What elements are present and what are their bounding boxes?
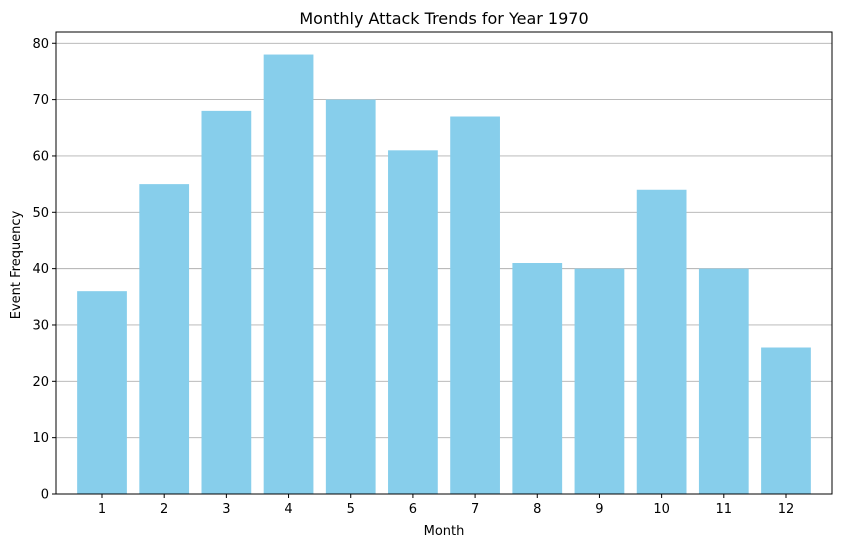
x-tick-label: 9 [595,502,603,517]
y-tick-label: 50 [32,206,49,221]
y-tick-label: 20 [32,375,49,390]
x-tick-label: 2 [160,502,168,517]
x-tick-label: 8 [533,502,541,517]
x-tick-label: 4 [284,502,292,517]
chart-title: Monthly Attack Trends for Year 1970 [299,9,588,28]
bars [77,54,811,495]
y-tick-label: 70 [32,93,49,108]
bar-month-12 [761,347,811,494]
bar-month-10 [636,189,687,494]
y-tick-label: 10 [32,431,49,446]
y-tick-label: 40 [32,262,49,277]
y-tick-label: 30 [32,318,49,333]
x-tick-label: 5 [347,502,355,517]
bar-month-4 [263,54,314,494]
plot-frame [55,31,833,495]
bar-month-3 [201,110,252,494]
x-tick-label: 11 [716,502,733,517]
bar-month-8 [512,263,563,494]
x-axis-ticks: 1 2 3 4 5 6 7 8 9 10 11 12 [98,494,794,517]
bar-month-7 [450,116,500,494]
bar-month-11 [698,268,749,494]
x-axis-label: Month [424,524,465,539]
bar-month-2 [139,184,190,494]
y-axis-label: Event Frequency [9,210,24,319]
y-tick-label: 80 [32,37,49,52]
x-tick-label: 10 [653,502,670,517]
bar-month-6 [388,150,438,494]
plot-border [55,31,833,495]
y-axis-ticks: 0 10 20 30 40 50 60 70 80 [32,37,56,503]
x-tick-label: 12 [778,502,795,517]
x-tick-label: 7 [471,502,479,517]
bar-month-5 [325,99,376,495]
bar-month-1 [77,291,127,494]
y-tick-label: 60 [32,149,49,164]
x-tick-label: 1 [98,502,106,517]
x-tick-label: 3 [222,502,230,517]
x-tick-label: 6 [409,502,417,517]
bar-month-9 [574,268,625,494]
y-tick-label: 0 [41,488,49,503]
